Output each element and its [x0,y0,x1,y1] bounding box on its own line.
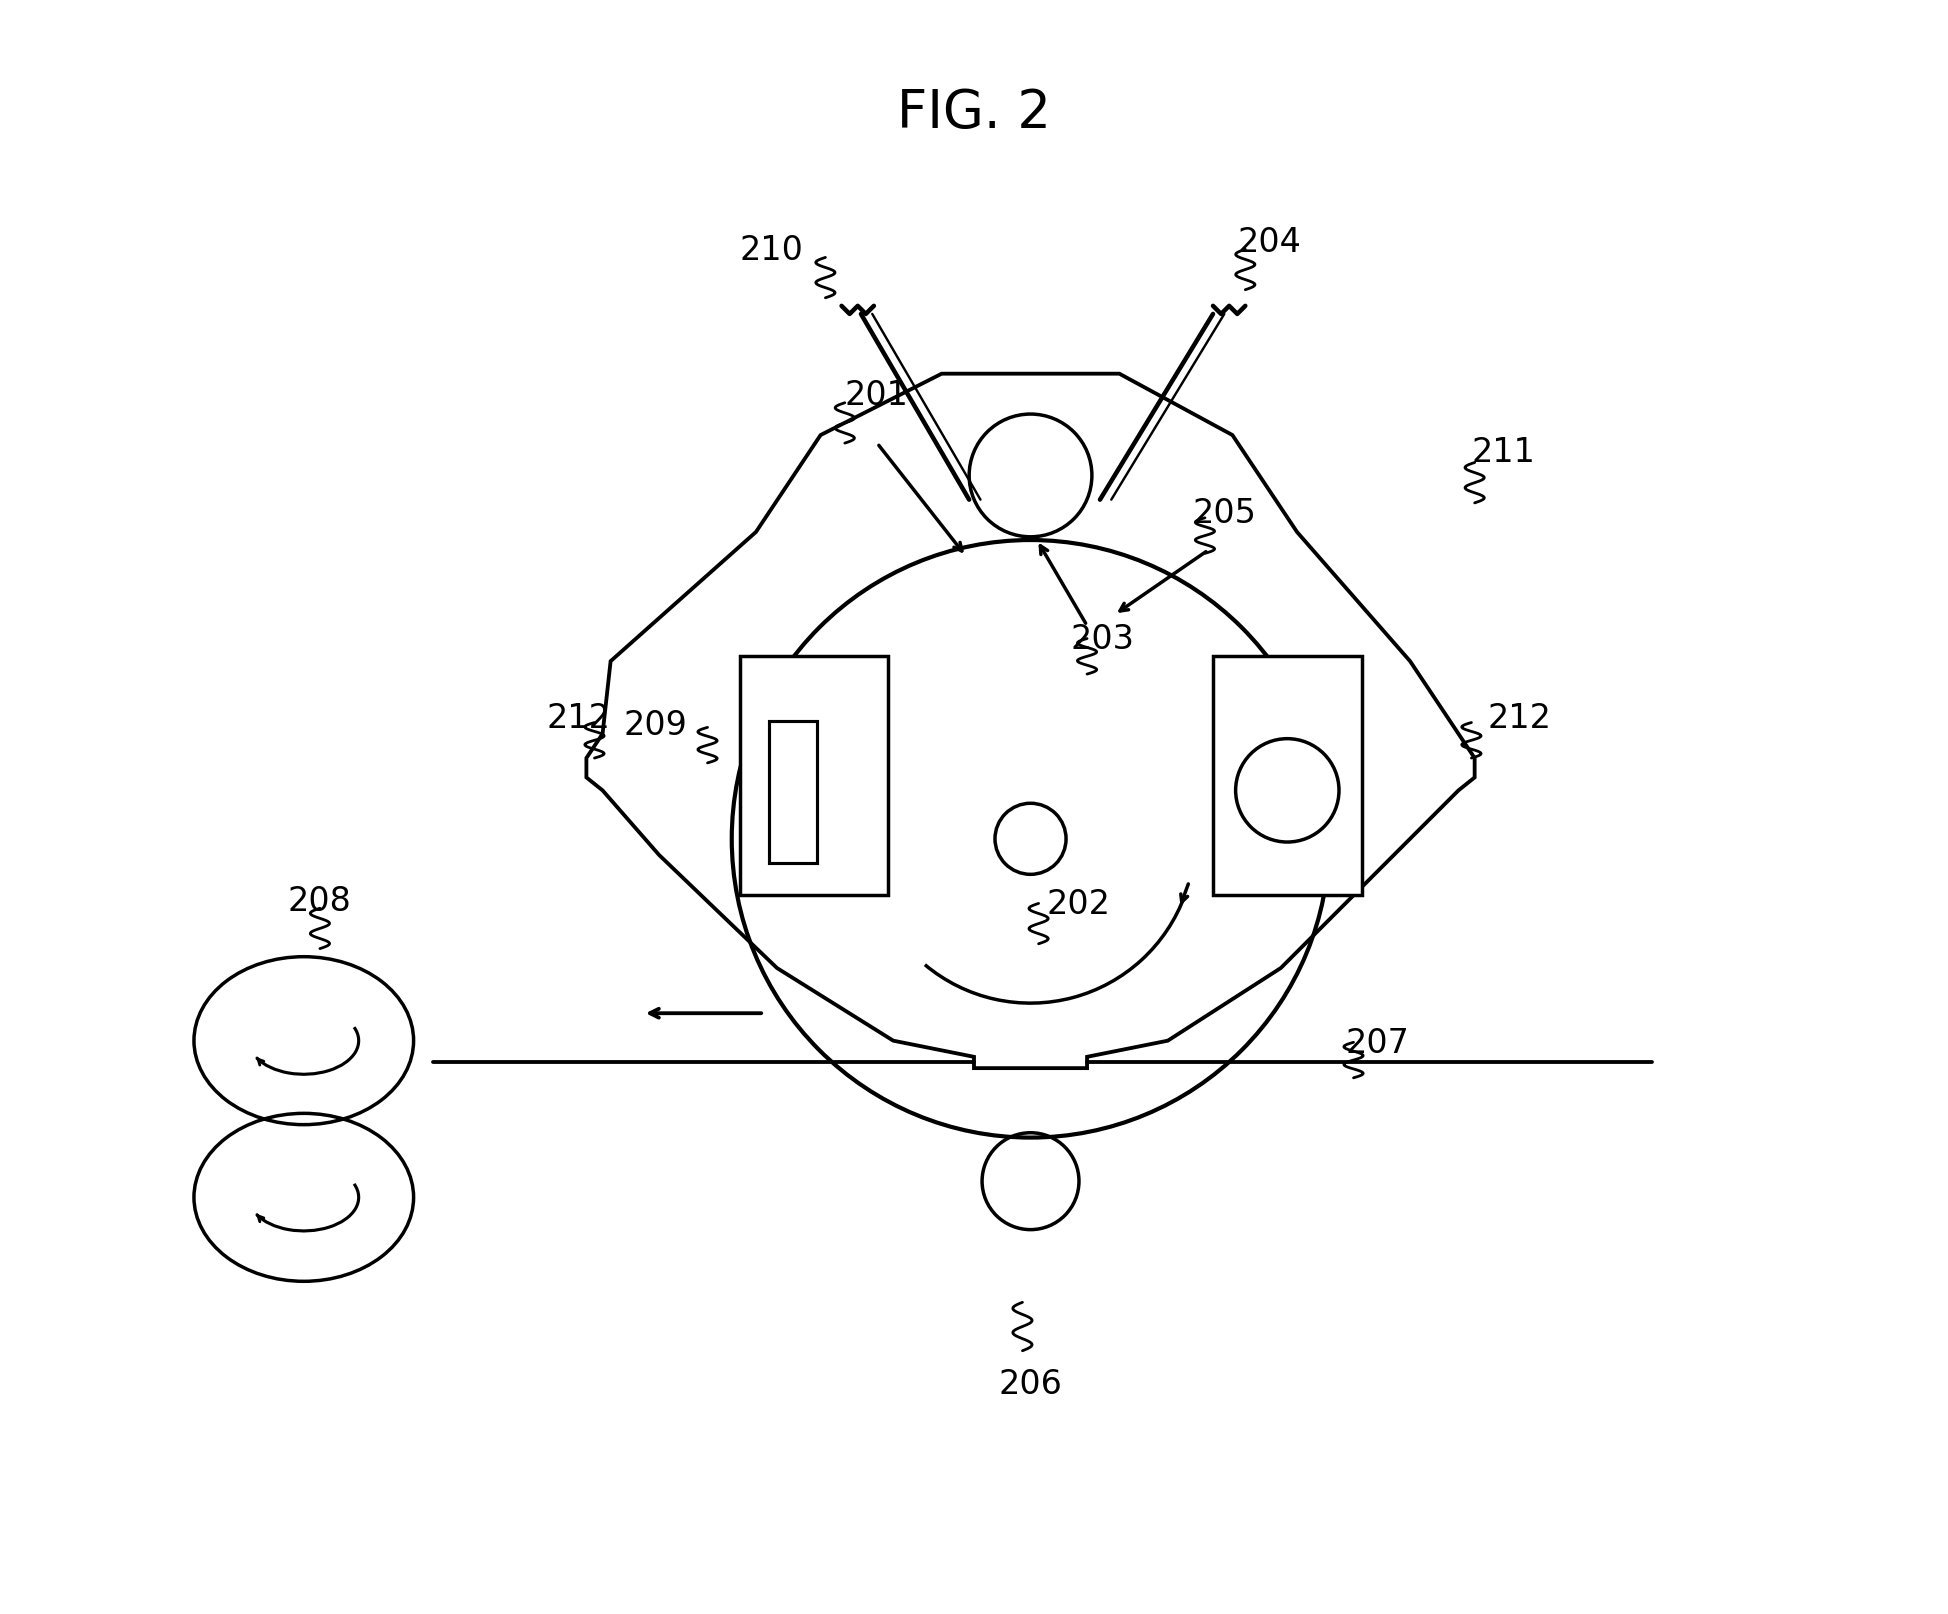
Bar [1214,657,1362,896]
Text: 204: 204 [1237,226,1301,258]
Text: 201: 201 [845,379,908,412]
Text: 212: 212 [1488,702,1551,734]
Bar [740,657,888,896]
Text: 211: 211 [1471,436,1535,468]
Text: 212: 212 [545,702,610,734]
Text: 210: 210 [740,234,805,266]
Text: 203: 203 [1071,623,1136,655]
Text: 202: 202 [1046,888,1110,920]
Text: 205: 205 [1192,497,1256,529]
Text: 206: 206 [997,1367,1062,1399]
Text: 207: 207 [1346,1027,1408,1059]
Text: 209: 209 [623,709,688,741]
Text: 208: 208 [288,884,351,917]
Text: FIG. 2: FIG. 2 [898,87,1050,139]
Bar [769,721,818,863]
